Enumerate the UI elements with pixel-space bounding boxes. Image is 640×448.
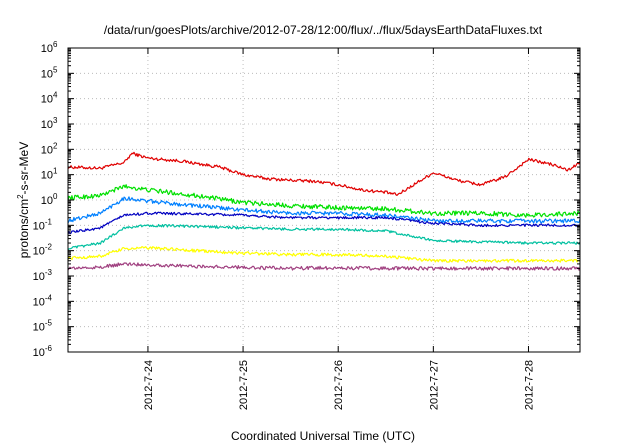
y-tick-label: 105	[41, 65, 58, 80]
x-axis-label: Coordinated Universal Time (UTC)	[231, 429, 415, 443]
grid-lines	[68, 48, 580, 352]
plot-area	[68, 151, 580, 271]
y-axis-label: protons/cm2-s-sr-MeV	[16, 142, 31, 258]
x-tick-label: 2012-7-24	[143, 360, 155, 410]
y-tick-label: 10-3	[33, 268, 53, 283]
y-tick-label: 101	[41, 167, 58, 182]
series-line-3	[68, 196, 580, 224]
y-tick-label: 10-4	[33, 293, 53, 308]
y-axis: 10-6 10-5 10-4 10-3 10-2 10-1 100 101 102 103 104 1…	[33, 40, 580, 359]
x-tick-label: 2012-7-27	[428, 360, 440, 410]
series-line-5	[68, 223, 580, 251]
y-tick-label: 103	[41, 116, 58, 131]
y-tick-label: 100	[41, 192, 58, 207]
series-line-4	[68, 211, 580, 235]
y-tick-label: 10-2	[33, 243, 53, 258]
y-tick-label: 10-1	[33, 217, 53, 232]
x-axis: 2012-7-24 2012-7-25 2012-7-26 2012-7-27 2012…	[143, 48, 535, 410]
x-tick-label: 2012-7-25	[238, 360, 250, 410]
y-tick-label: 10-5	[33, 319, 53, 334]
y-tick-label: 102	[41, 141, 58, 156]
series-line-2	[68, 184, 580, 218]
series-line-7	[68, 262, 580, 271]
chart-title: /data/run/goesPlots/archive/2012-07-28/1…	[104, 23, 543, 37]
y-tick-label: 104	[41, 91, 58, 106]
y-tick-label: 10-6	[33, 344, 53, 359]
y-tick-label: 106	[41, 40, 58, 55]
series-line-6	[68, 246, 580, 263]
x-tick-label: 2012-7-26	[333, 360, 345, 410]
x-tick-label: 2012-7-28	[523, 360, 535, 410]
series-line-1	[68, 151, 580, 196]
